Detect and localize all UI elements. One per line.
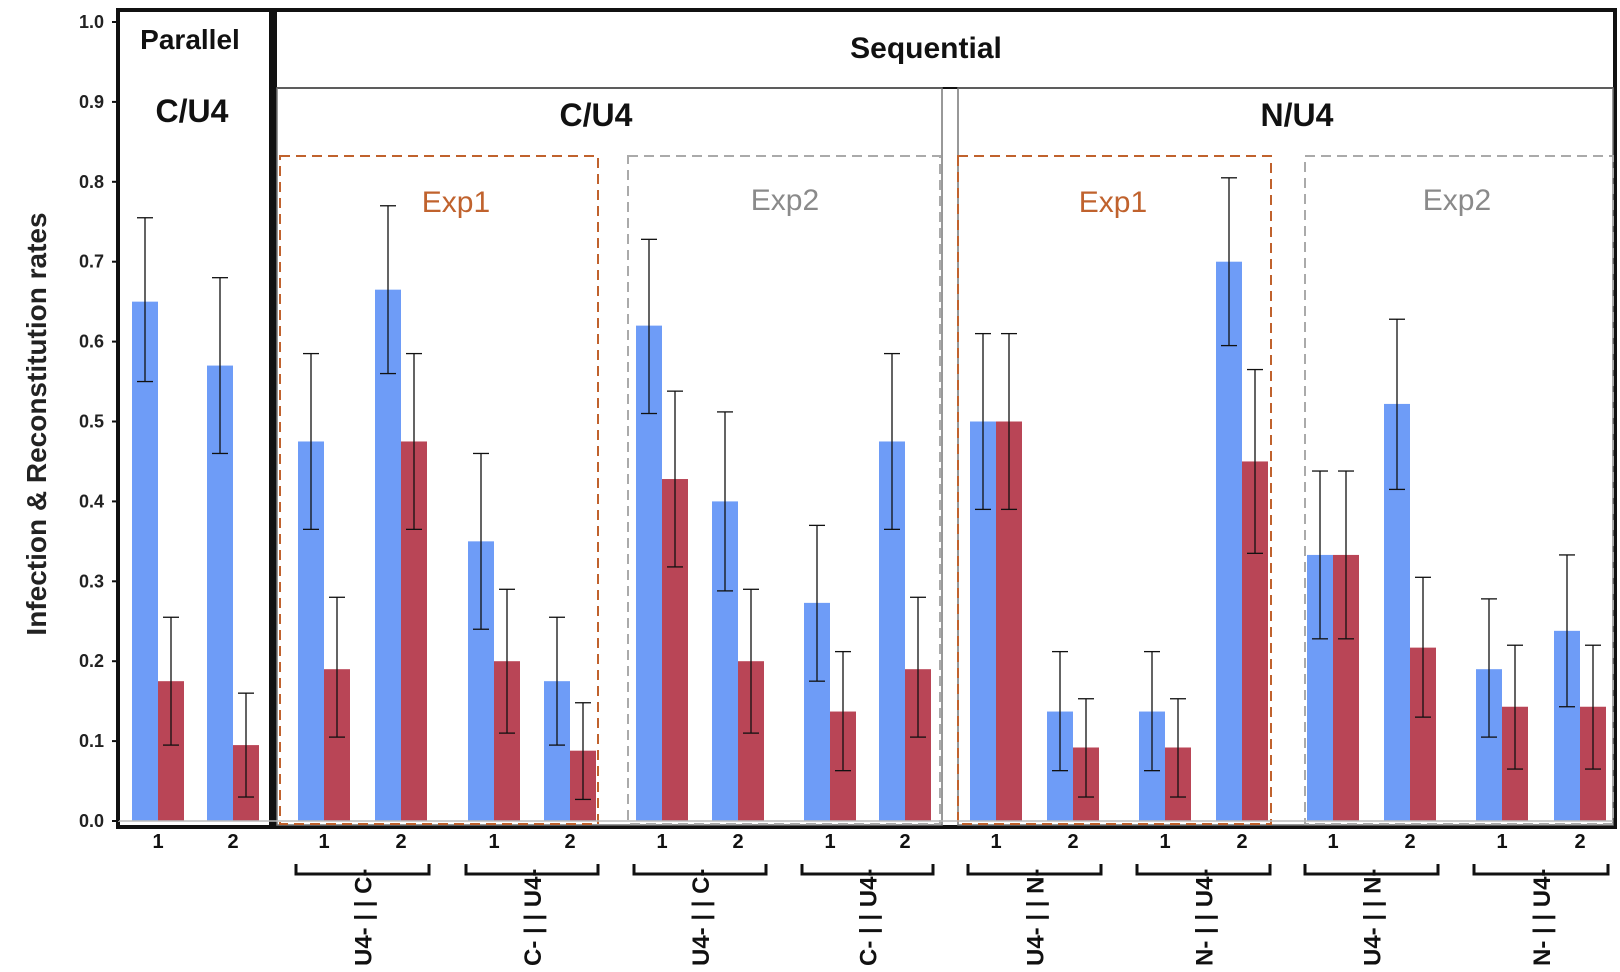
bar — [375, 289, 401, 821]
y-axis-label: Infection & Reconstitution rates — [21, 212, 52, 635]
sequential-frame — [273, 8, 1617, 829]
x-tick-label: 1 — [1327, 831, 1338, 853]
condition-label: U4- | | N- — [1023, 869, 1050, 966]
x-tick-label: 1 — [990, 831, 1001, 853]
exp1-cu4-label: Exp1 — [422, 186, 490, 219]
cu4-title: C/U4 — [560, 97, 633, 133]
bar — [1216, 261, 1242, 821]
condition-bracket — [1472, 864, 1610, 876]
bars-layer — [118, 261, 1613, 822]
condition-label: U4- | | C- — [351, 869, 378, 966]
condition-label: C- | | U4- — [520, 869, 547, 966]
x-tick-label: 2 — [1236, 831, 1247, 853]
cu4-frame — [276, 87, 943, 826]
condition-label: N- | | U4- — [1529, 869, 1556, 966]
y-axis: 0.0 0.1 0.2 0.3 0.4 0.5 0.6 0.7 0.8 0.9 1.0 — [79, 12, 119, 831]
condition-bracket — [800, 864, 935, 876]
exp1-cu4-frame — [279, 155, 599, 825]
condition-bracket — [966, 864, 1103, 876]
parallel-subtitle: C/U4 — [156, 93, 229, 129]
error-bars-layer — [137, 177, 1601, 801]
exp2-cu4-frame — [627, 155, 941, 825]
y-tick-label: 0.0 — [79, 811, 104, 831]
y-tick-label: 0.9 — [79, 92, 104, 112]
x-tick-label: 1 — [152, 831, 163, 853]
nu4-title: N/U4 — [1261, 97, 1334, 133]
condition-bracket — [294, 864, 431, 876]
y-tick-label: 0.2 — [79, 651, 104, 671]
x-tick-label: 1 — [656, 831, 667, 853]
y-tick-label: 0.4 — [79, 491, 104, 511]
exp2-nu4-frame — [1304, 155, 1614, 825]
y-tick-label: 0.7 — [79, 252, 104, 272]
condition-label: U4- | | N- — [1360, 869, 1387, 966]
x-ticks-layer: 1 2 1 2 U4- | | C- 1 2 C- | | U4- 1 2 U4- | | C- 1 2… — [152, 831, 1610, 966]
y-tick-label: 1.0 — [79, 12, 104, 32]
parallel-title: Parallel — [140, 24, 240, 55]
x-tick-label: 1 — [318, 831, 329, 853]
y-tick-label: 0.5 — [79, 412, 104, 432]
panel-frames — [116, 8, 1617, 829]
x-tick-label: 2 — [732, 831, 743, 853]
condition-bracket — [1303, 864, 1440, 876]
condition-bracket — [1135, 864, 1272, 876]
x-tick-label: 2 — [1574, 831, 1585, 853]
condition-bracket — [464, 864, 600, 876]
x-tick-label: 1 — [824, 831, 835, 853]
exp2-cu4-label: Exp2 — [751, 184, 819, 217]
x-tick-label: 1 — [488, 831, 499, 853]
sequential-title: Sequential — [850, 32, 1002, 65]
y-tick-label: 0.6 — [79, 332, 104, 352]
x-tick-label: 2 — [1404, 831, 1415, 853]
y-tick-label: 0.1 — [79, 731, 104, 751]
x-tick-label: 2 — [395, 831, 406, 853]
x-tick-label: 1 — [1496, 831, 1507, 853]
condition-label: C- | | U4- — [856, 869, 883, 966]
exp1-nu4-label: Exp1 — [1079, 186, 1147, 219]
exp1-nu4-frame — [957, 155, 1272, 825]
x-tick-label: 2 — [899, 831, 910, 853]
y-tick-label: 0.3 — [79, 571, 104, 591]
bar — [132, 301, 158, 821]
x-tick-label: 2 — [564, 831, 575, 853]
x-tick-label: 2 — [227, 831, 238, 853]
y-tick-label: 0.8 — [79, 172, 104, 192]
x-tick-label: 1 — [1159, 831, 1170, 853]
condition-label: N- | | U4- — [1192, 869, 1219, 966]
exp2-nu4-label: Exp2 — [1423, 184, 1491, 217]
x-tick-label: 2 — [1067, 831, 1078, 853]
condition-label: U4- | | C- — [688, 869, 715, 966]
condition-bracket — [632, 864, 768, 876]
